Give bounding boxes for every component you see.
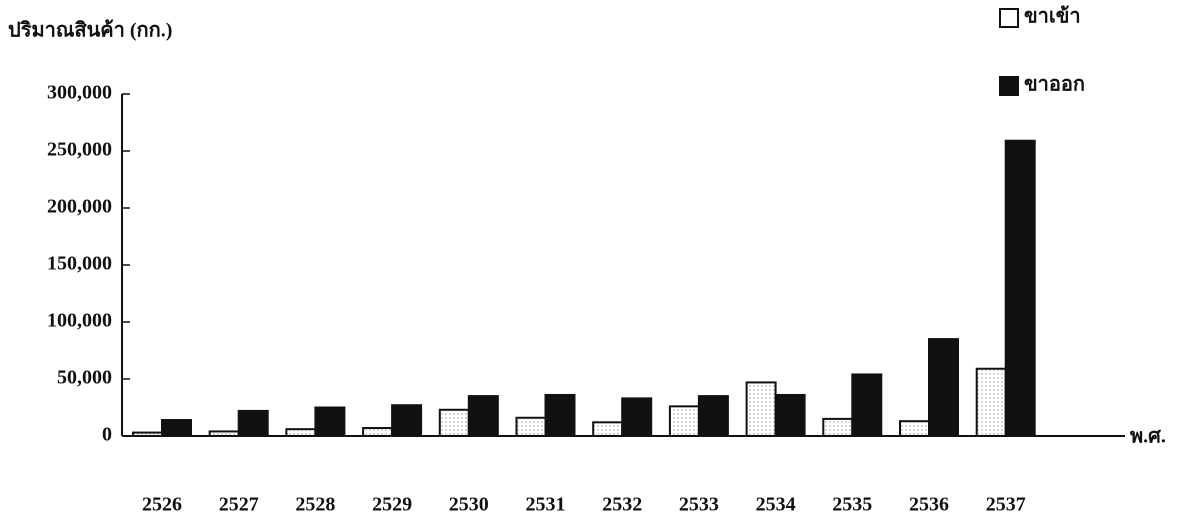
y-tick-label: 100,000 — [47, 310, 112, 332]
bar — [438, 408, 470, 437]
bar — [391, 404, 423, 438]
bar — [467, 395, 499, 438]
x-tick-label: 2533 — [679, 494, 719, 516]
x-tick-label: 2529 — [372, 494, 412, 516]
x-tick-label: 2526 — [142, 494, 182, 516]
y-tick-label: 200,000 — [47, 196, 112, 218]
bar — [314, 406, 346, 437]
x-tick-label: 2536 — [909, 494, 949, 516]
bar — [285, 428, 317, 438]
bar — [515, 416, 547, 438]
y-tick-label: 50,000 — [57, 367, 112, 389]
legend-swatch — [999, 8, 1019, 28]
y-tick-label: 250,000 — [47, 139, 112, 161]
bar — [928, 338, 959, 438]
x-tick-label: 2530 — [449, 494, 489, 516]
bar — [822, 417, 854, 437]
x-axis-label: พ.ศ. — [1130, 426, 1166, 448]
y-tick-label: 0 — [102, 424, 112, 446]
bar — [362, 427, 394, 437]
x-tick-label: 2534 — [756, 494, 796, 516]
bar — [592, 421, 624, 438]
bar — [774, 393, 806, 437]
bar — [697, 395, 729, 438]
bar — [668, 405, 700, 437]
y-tick-label: 150,000 — [47, 253, 112, 275]
y-axis-label: ปริมาณสินค้า (กก.) — [8, 19, 172, 42]
bar — [237, 409, 269, 438]
x-tick-label: 2535 — [832, 494, 872, 516]
bar — [161, 419, 192, 438]
y-tick-label: 300,000 — [47, 82, 112, 104]
x-tick-label: 2528 — [295, 494, 335, 516]
legend-label: ขาออก — [1024, 74, 1085, 96]
bar — [132, 431, 163, 437]
bar — [899, 420, 930, 437]
bar — [975, 367, 1007, 437]
legend-label: ขาเข้า — [1024, 5, 1081, 28]
bar — [544, 393, 576, 437]
bar — [621, 397, 653, 438]
bar — [208, 430, 240, 438]
x-tick-label: 2531 — [526, 494, 566, 516]
legend-swatch — [999, 76, 1019, 96]
bar — [745, 381, 777, 438]
x-tick-label: 2537 — [986, 494, 1026, 516]
x-tick-label: 2527 — [219, 494, 259, 516]
bar — [851, 373, 883, 438]
x-tick-label: 2532 — [602, 494, 642, 516]
bar — [1004, 139, 1036, 438]
